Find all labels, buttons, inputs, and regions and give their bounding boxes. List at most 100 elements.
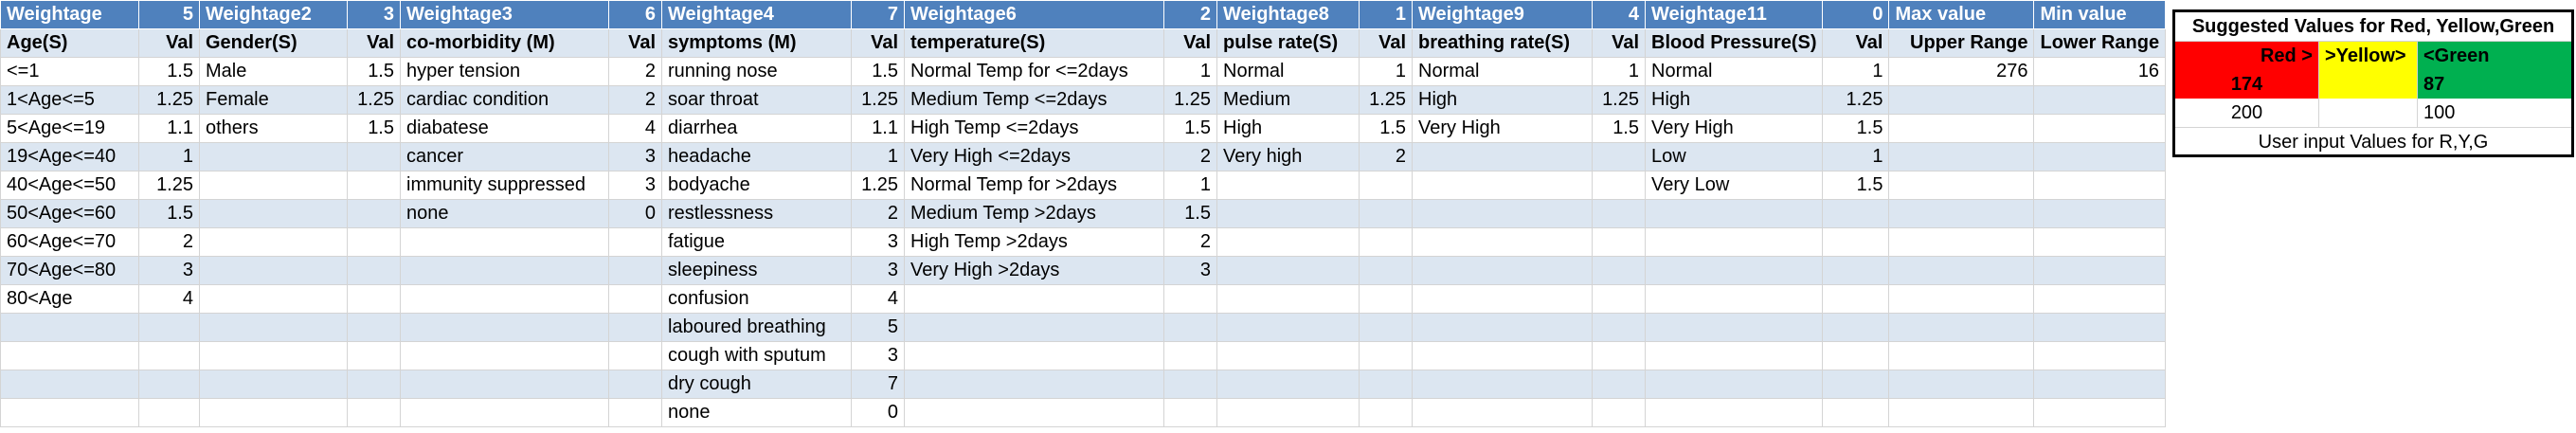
cell[interactable]: [1216, 370, 1360, 399]
cell[interactable]: [1888, 85, 2035, 115]
cell[interactable]: [608, 284, 662, 314]
cell[interactable]: none: [661, 398, 852, 427]
cell[interactable]: 5: [851, 313, 905, 342]
cell[interactable]: [400, 341, 609, 370]
cell[interactable]: 1: [1592, 57, 1646, 86]
cell[interactable]: Very Low: [1644, 171, 1824, 200]
cell[interactable]: Val: [1359, 28, 1413, 58]
cell[interactable]: 2: [608, 57, 662, 86]
cell[interactable]: 1.25: [1822, 85, 1890, 115]
cell[interactable]: [199, 284, 348, 314]
cell[interactable]: immunity suppressed: [400, 171, 609, 200]
cell[interactable]: [1644, 227, 1824, 257]
cell[interactable]: [2033, 142, 2167, 171]
cell[interactable]: Female: [199, 85, 348, 115]
cell[interactable]: [1592, 142, 1646, 171]
cell[interactable]: [904, 398, 1164, 427]
cell[interactable]: 1<Age<=5: [0, 85, 139, 115]
cell[interactable]: High Temp <=2days: [904, 114, 1164, 143]
cell[interactable]: Very High >2days: [904, 256, 1164, 285]
cell[interactable]: [0, 341, 139, 370]
cell[interactable]: [1359, 398, 1413, 427]
cell[interactable]: [1822, 227, 1890, 257]
cell[interactable]: 1: [138, 142, 200, 171]
cell[interactable]: [400, 398, 609, 427]
cell[interactable]: [1216, 199, 1360, 228]
cell[interactable]: [199, 256, 348, 285]
cell[interactable]: [1412, 171, 1593, 200]
cell[interactable]: [1412, 313, 1593, 342]
red-computed-cell[interactable]: 174: [2175, 70, 2319, 99]
cell[interactable]: 40<Age<=50: [0, 171, 139, 200]
cell[interactable]: [1644, 256, 1824, 285]
cell[interactable]: 1: [1359, 0, 1413, 29]
cell[interactable]: [199, 341, 348, 370]
cell[interactable]: Val: [851, 28, 905, 58]
cell[interactable]: Weightage9: [1412, 0, 1593, 29]
cell[interactable]: <=1: [0, 57, 139, 86]
cell[interactable]: [1822, 256, 1890, 285]
cell[interactable]: none: [400, 199, 609, 228]
cell[interactable]: 1.25: [347, 85, 401, 115]
cell[interactable]: [1888, 227, 2035, 257]
cell[interactable]: Low: [1644, 142, 1824, 171]
cell[interactable]: [1888, 114, 2035, 143]
cell[interactable]: Blood Pressure(S): [1644, 28, 1824, 58]
cell[interactable]: Upper Range: [1888, 28, 2035, 58]
cell[interactable]: [1822, 370, 1890, 399]
cell[interactable]: [347, 341, 401, 370]
cell[interactable]: [904, 370, 1164, 399]
cell[interactable]: 1.5: [1592, 114, 1646, 143]
cell[interactable]: 60<Age<=70: [0, 227, 139, 257]
cell[interactable]: 7: [851, 0, 905, 29]
cell[interactable]: [1592, 284, 1646, 314]
cell[interactable]: 1.5: [138, 57, 200, 86]
cell[interactable]: 1.1: [851, 114, 905, 143]
cell[interactable]: [347, 227, 401, 257]
cell[interactable]: High: [1216, 114, 1360, 143]
cell[interactable]: 1.25: [851, 85, 905, 115]
cell[interactable]: [1412, 341, 1593, 370]
cell[interactable]: 1.5: [1163, 199, 1217, 228]
cell[interactable]: 6: [608, 0, 662, 29]
cell[interactable]: cardiac condition: [400, 85, 609, 115]
cell[interactable]: 0: [608, 199, 662, 228]
cell[interactable]: Weightage2: [199, 0, 348, 29]
cell[interactable]: co-morbidity (M): [400, 28, 609, 58]
cell[interactable]: [347, 284, 401, 314]
cell[interactable]: [199, 227, 348, 257]
cell[interactable]: [904, 284, 1164, 314]
cell[interactable]: symptoms (M): [661, 28, 852, 58]
cell[interactable]: 1.5: [1822, 171, 1890, 200]
cell[interactable]: [1592, 370, 1646, 399]
cell[interactable]: [347, 256, 401, 285]
cell[interactable]: [199, 171, 348, 200]
cell[interactable]: others: [199, 114, 348, 143]
cell[interactable]: [1412, 227, 1593, 257]
cell[interactable]: [2033, 398, 2167, 427]
cell[interactable]: Very High: [1644, 114, 1824, 143]
cell[interactable]: 1: [1822, 142, 1890, 171]
cell[interactable]: [904, 341, 1164, 370]
cell[interactable]: Val: [1592, 28, 1646, 58]
cell[interactable]: diarrhea: [661, 114, 852, 143]
cell[interactable]: Val: [347, 28, 401, 58]
green-label-cell[interactable]: <Green: [2418, 42, 2571, 70]
cell[interactable]: pulse rate(S): [1216, 28, 1360, 58]
cell[interactable]: [199, 313, 348, 342]
cell[interactable]: [0, 313, 139, 342]
cell[interactable]: Very High: [1412, 114, 1593, 143]
cell[interactable]: 7: [851, 370, 905, 399]
cell[interactable]: 3: [608, 142, 662, 171]
cell[interactable]: [138, 398, 200, 427]
cell[interactable]: [1216, 341, 1360, 370]
cell[interactable]: 1.25: [1592, 85, 1646, 115]
cell[interactable]: Medium Temp <=2days: [904, 85, 1164, 115]
cell[interactable]: Gender(S): [199, 28, 348, 58]
cell[interactable]: [608, 313, 662, 342]
cell[interactable]: [1359, 341, 1413, 370]
cell[interactable]: [2033, 256, 2167, 285]
cell[interactable]: 2: [1359, 142, 1413, 171]
cell[interactable]: [1359, 256, 1413, 285]
cell[interactable]: Normal: [1644, 57, 1824, 86]
